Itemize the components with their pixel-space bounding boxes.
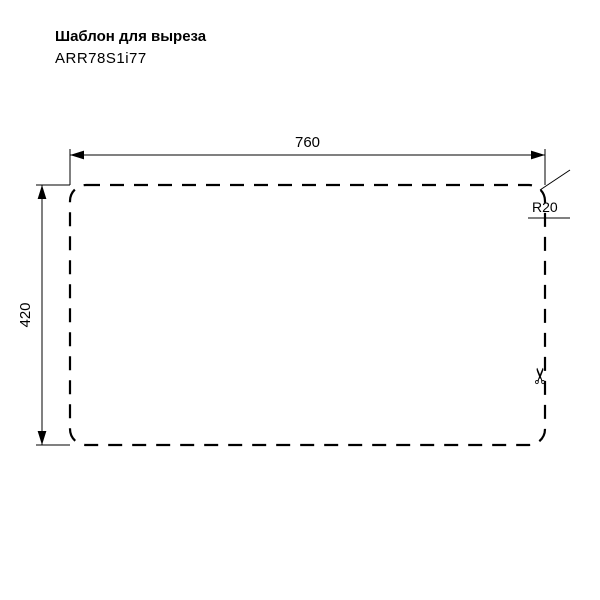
- dimension-width: 760: [70, 134, 545, 185]
- radius-callout: R20: [528, 170, 570, 218]
- cutout-diagram: 760 420 R20 ✂: [0, 0, 600, 600]
- width-label: 760: [295, 134, 320, 151]
- radius-label: R20: [532, 199, 558, 215]
- svg-text:✂: ✂: [528, 367, 553, 385]
- dimension-height: 420: [17, 185, 70, 445]
- cutout-rect: [70, 185, 545, 445]
- scissors-icon: ✂: [528, 367, 553, 385]
- height-label: 420: [17, 302, 34, 327]
